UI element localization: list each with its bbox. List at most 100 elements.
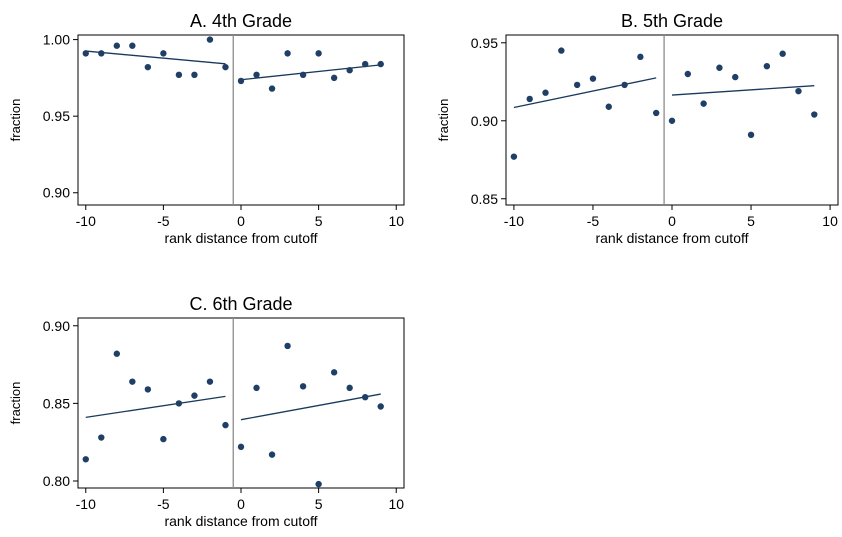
x-tick-label: -10 — [76, 496, 96, 512]
y-tick-label: 0.80 — [43, 473, 70, 489]
plot-frame — [77, 34, 405, 206]
x-tick-label: 10 — [388, 213, 404, 229]
data-point — [330, 74, 338, 82]
data-point — [377, 60, 384, 68]
y-tick-label: 0.95 — [43, 108, 70, 124]
chart-title: B. 5th Grade — [621, 11, 723, 31]
data-point — [175, 71, 183, 79]
x-tick-label: 5 — [747, 213, 755, 229]
data-point — [284, 50, 291, 57]
data-point — [222, 63, 229, 71]
chart-panel-1: A. 4th Grade 0.90 0.95 1.00 -10 -5 0 5 10 rank di… — [8, 11, 405, 246]
x-tick-label: -10 — [504, 213, 524, 229]
y-tick-label: 0.90 — [43, 318, 70, 334]
y-axis-label: fraction — [8, 99, 23, 142]
data-point — [668, 117, 676, 124]
data-point — [299, 383, 307, 390]
x-axis-label: rank distance from cutoff — [164, 513, 317, 529]
y-axis-label: fraction — [8, 382, 23, 425]
y-tick-label: 1.00 — [43, 32, 70, 48]
data-point — [700, 100, 707, 107]
chart-panel-2: B. 5th Grade 0.85 0.90 0.95 -10 -5 0 5 10 rank di… — [436, 11, 839, 246]
data-point — [113, 42, 121, 49]
data-point — [160, 435, 167, 443]
data-point — [315, 50, 322, 57]
data-point — [206, 378, 214, 385]
data-point — [732, 73, 739, 81]
y-tick-label: 0.85 — [471, 191, 498, 207]
x-tick-label: 5 — [315, 213, 323, 229]
fit-line — [513, 77, 657, 109]
x-tick-label: -5 — [157, 496, 170, 512]
x-tick-label: -5 — [587, 213, 600, 229]
data-point — [82, 50, 89, 57]
chart-title: C. 6th Grade — [189, 294, 292, 314]
data-point — [763, 62, 771, 70]
data-point — [542, 89, 549, 96]
plot-frame — [77, 317, 405, 489]
x-axis-label: rank distance from cutoff — [164, 230, 317, 246]
fit-line — [240, 393, 381, 421]
x-tick-label: 5 — [315, 496, 323, 512]
fit-line — [85, 395, 226, 419]
y-axis-label: fraction — [436, 99, 451, 142]
chart-panel-3: C. 6th Grade 0.80 0.85 0.90 -10 -5 0 5 10 rank di… — [8, 294, 405, 529]
data-point — [621, 81, 628, 89]
y-tick-label: 0.90 — [471, 113, 498, 129]
data-point — [113, 350, 121, 357]
data-point — [716, 64, 723, 71]
y-tick-label: 0.90 — [43, 185, 70, 201]
data-point — [98, 434, 105, 441]
data-point — [129, 42, 136, 49]
x-tick-label: 10 — [822, 213, 838, 229]
data-point — [605, 103, 612, 110]
data-point — [510, 153, 518, 160]
data-point — [684, 70, 692, 78]
data-point — [144, 386, 152, 393]
data-point — [747, 131, 755, 139]
data-point — [98, 50, 105, 57]
data-point — [637, 53, 644, 61]
data-point — [299, 71, 307, 79]
y-tick-label: 0.95 — [471, 35, 498, 51]
chart-title: A. 4th Grade — [190, 11, 292, 31]
data-point — [191, 392, 198, 399]
y-tick-label: 0.85 — [43, 395, 70, 411]
data-point — [315, 480, 322, 488]
x-tick-label: -10 — [76, 213, 96, 229]
x-tick-label: -5 — [157, 213, 170, 229]
data-point — [175, 400, 183, 407]
data-point — [377, 403, 384, 410]
data-point — [237, 443, 245, 451]
data-point — [526, 95, 533, 103]
data-point — [191, 71, 198, 79]
data-point — [558, 47, 565, 54]
data-point — [268, 85, 276, 92]
x-tick-label: 10 — [388, 496, 404, 512]
data-point — [237, 77, 245, 85]
data-point — [144, 63, 152, 71]
fit-line — [85, 50, 226, 65]
x-tick-label: 0 — [237, 213, 245, 229]
data-point — [346, 67, 353, 74]
data-point — [361, 393, 369, 401]
data-point — [795, 87, 802, 95]
data-point — [779, 50, 786, 57]
data-point — [253, 71, 260, 79]
data-point — [206, 36, 214, 43]
fit-line — [240, 64, 381, 81]
data-point — [253, 384, 260, 392]
data-point — [589, 75, 597, 82]
data-point — [652, 109, 660, 117]
data-point — [222, 421, 229, 429]
data-point — [284, 342, 291, 350]
x-tick-label: 0 — [237, 496, 245, 512]
data-point — [129, 378, 136, 385]
data-point — [82, 456, 89, 463]
fit-line — [671, 85, 815, 96]
data-point — [160, 50, 167, 57]
data-point — [346, 384, 353, 392]
x-axis-label: rank distance from cutoff — [595, 230, 748, 246]
data-point — [361, 60, 369, 68]
